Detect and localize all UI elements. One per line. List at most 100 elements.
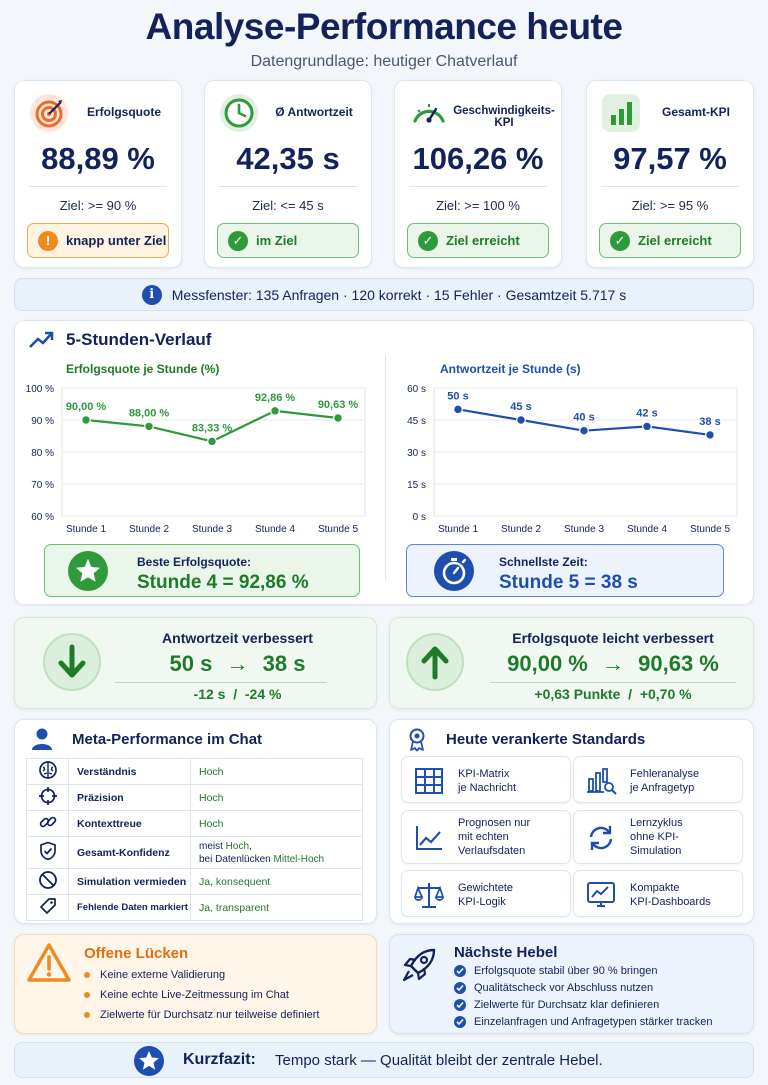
kpi-value: 88,89 %: [41, 141, 155, 176]
page-subtitle: Datengrundlage: heutiger Chatverlauf: [250, 53, 518, 70]
data-point: [333, 413, 343, 423]
arrow-right-icon: →: [602, 651, 624, 676]
trend-up-icon: [29, 331, 54, 348]
data-point: [642, 421, 652, 432]
data-point: [453, 404, 463, 415]
success-rate-chart: 60 % 70 % 80 % 90 % 100 % Stunde 1 Stunde 2 Stu…: [26, 384, 366, 535]
divider: [490, 682, 736, 683]
fastest-time-label: Schnellste Zeit:: [499, 555, 588, 569]
data-point: [705, 430, 715, 440]
y-tick-label: 15 s: [407, 480, 426, 491]
kpi-card-overall: Gesamt-KPI 97,57 % Ziel: >= 95 % ✓ Ziel …: [586, 80, 754, 268]
warning-triangle-icon: [27, 943, 71, 982]
status-badge-label: Ziel erreicht: [446, 233, 520, 248]
x-tick-label: Stunde 2: [501, 524, 541, 535]
tile-line: Kompakte: [630, 882, 680, 894]
tile-line: je Nachricht: [458, 782, 517, 794]
info-icon: i: [141, 284, 162, 305]
standard-tile: Kompakte KPI-Dashboards: [573, 870, 743, 917]
chart-divider: [385, 355, 386, 580]
kpi-card-response-time: Ø Antwortzeit 42,35 s Ziel: <= 45 s ✓ im…: [204, 80, 372, 268]
best-success-box: Beste Erfolgsquote: Stunde 4 = 92,86 %: [44, 544, 360, 597]
tile-line: KPI-Dashboards: [630, 896, 711, 908]
kpi-value: 97,57 %: [613, 141, 727, 176]
improvement-label: Antwortzeit verbessert: [162, 630, 313, 646]
tag-icon: [39, 898, 56, 914]
arrow-up-icon: [406, 633, 464, 691]
y-tick-label: 60 %: [31, 512, 54, 523]
page-title: Analyse-Performance heute: [145, 6, 623, 47]
best-success-value: Stunde 4 = 92,86 %: [137, 572, 309, 593]
data-point: [144, 421, 154, 432]
improvement-values: 90,00 % → 90,63 %: [478, 651, 748, 677]
brain-icon: [38, 761, 57, 779]
y-tick-label: 70 %: [31, 480, 54, 491]
meta-value: Hoch: [190, 810, 363, 837]
check-circle-icon: [454, 965, 466, 977]
table-row: Simulation vermieden Ja, konsequent: [26, 868, 363, 895]
y-tick-label: 80 %: [31, 448, 54, 459]
x-tick-label: Stunde 3: [192, 524, 232, 535]
check-circle-icon: [454, 982, 466, 994]
standard-tile: Lernzyklus ohne KPI- Simulation: [573, 810, 743, 864]
improvement-card-success: Erfolgsquote leicht verbessert 90,00 % →…: [389, 617, 754, 709]
data-point: [81, 415, 91, 425]
y-tick-label: 0 s: [413, 512, 426, 523]
meta-heading: Meta-Performance im Chat: [72, 731, 263, 748]
status-badge: ✓ im Ziel: [217, 223, 359, 258]
divider: [601, 186, 739, 187]
tile-line: Simulation: [630, 845, 682, 857]
tile-line: mit echten: [458, 831, 509, 843]
fastest-time-value: Stunde 5 = 38 s: [499, 572, 638, 593]
award-ribbon-icon: [409, 728, 425, 752]
kpi-value: 42,35 s: [236, 141, 340, 176]
y-tick-label: 30 s: [407, 448, 426, 459]
data-label: 92,86 %: [255, 392, 296, 404]
trend-heading: 5-Stunden-Verlauf: [28, 330, 211, 350]
x-tick-label: Stunde 5: [318, 524, 358, 535]
clock-icon: [220, 94, 258, 132]
meta-label: Gesamt-Konfidenz: [68, 836, 191, 869]
open-gaps-card: [14, 934, 377, 1034]
data-label: 83,33 %: [192, 422, 233, 434]
rocket-icon: [402, 948, 436, 982]
x-tick-label: Stunde 1: [66, 524, 106, 535]
check-circle-icon: [454, 1016, 466, 1028]
table-row: Kontexttreue Hoch: [26, 810, 363, 837]
data-label: 45 s: [510, 401, 531, 413]
refresh-icon: [589, 826, 613, 850]
table-row: Präzision Hoch: [26, 784, 363, 811]
x-tick-label: Stunde 3: [564, 524, 604, 535]
tile-line: je Anfragetyp: [630, 782, 695, 794]
data-label: 42 s: [636, 407, 657, 419]
list-item: Zielwerte für Durchsatz klar definieren: [454, 999, 659, 1011]
fastest-time-box: Schnellste Zeit: Stunde 5 = 38 s: [406, 544, 724, 597]
kpi-value: 106,26 %: [412, 141, 544, 176]
kpi-label: Geschwindigkeits-KPI: [453, 105, 555, 129]
list-item: Erfolgsquote stabil über 90 % bringen: [454, 965, 657, 977]
tile-line: KPI-Matrix: [458, 768, 510, 780]
chart-title-response: Antwortzeit je Stunde (s): [440, 362, 581, 376]
kpi-card-success-rate: Erfolgsquote 88,89 % Ziel: >= 90 % ! kna…: [14, 80, 182, 268]
standards-heading: Heute verankerte Standards: [446, 731, 646, 748]
meta-value: Hoch: [190, 784, 363, 811]
tile-line: ohne KPI-: [630, 831, 679, 843]
y-tick-label: 45 s: [407, 416, 426, 427]
standard-tile: KPI-Matrix je Nachricht: [401, 756, 571, 803]
status-badge: ✓ Ziel erreicht: [599, 223, 741, 258]
value-from: 90,00 %: [507, 651, 588, 676]
standard-tile: Gewichtete KPI-Logik: [401, 870, 571, 917]
summary-text: Tempo stark — Qualität bleibt der zentra…: [275, 1052, 603, 1069]
data-label: 38 s: [699, 416, 720, 428]
trend-heading-label: 5-Stunden-Verlauf: [66, 330, 212, 349]
divider: [219, 186, 357, 187]
kpi-target: Ziel: >= 100 %: [436, 198, 520, 213]
tile-line: Gewichtete: [458, 882, 514, 894]
arrow-down-icon: [43, 633, 101, 691]
status-badge-label: im Ziel: [256, 233, 298, 248]
summary-label: Kurzfazit:: [183, 1051, 256, 1068]
data-label: 90,00 %: [66, 401, 107, 413]
improvement-delta: +0,63 Punkte / +0,70 %: [534, 686, 692, 702]
status-badge: ! knapp unter Ziel: [27, 223, 169, 258]
best-success-label: Beste Erfolgsquote:: [137, 555, 252, 569]
